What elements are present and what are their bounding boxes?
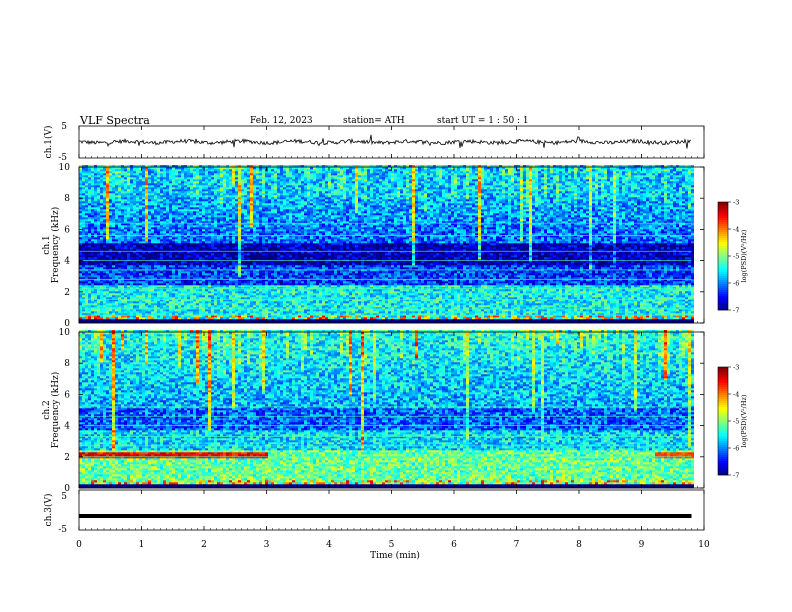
ytick-label: 6: [64, 225, 70, 235]
ch3-ytick-top: 5: [61, 492, 67, 502]
colorbar-tick-label: -6: [733, 280, 739, 288]
colorbar-tick-label: -5: [733, 253, 739, 261]
ytick-label: 2: [64, 453, 70, 463]
xtick-label: 0: [76, 540, 82, 550]
ytick-label: 4: [64, 257, 70, 267]
colorbar-tick-label: -3: [733, 364, 739, 372]
ch3-frame: [79, 490, 704, 530]
xtick-label: 9: [639, 540, 645, 550]
figure-title: VLF Spectra: [79, 114, 150, 127]
ch1-panel: 5 -5 ch.1(V): [43, 122, 704, 163]
ch3-ytick-bottom: -5: [58, 525, 67, 535]
colorbar-tick-label: -7: [733, 472, 739, 480]
colorbar-label: log(PSD)(V²/Hz): [740, 394, 748, 447]
xtick-label: 6: [451, 540, 457, 550]
station-label: station= ATH: [343, 116, 405, 126]
colorbar-tick-label: -7: [733, 307, 739, 315]
colorbar-label: log(PSD)(V²/Hz): [740, 229, 748, 282]
ytick-label: 2: [64, 288, 70, 298]
xaxis-label: Time (min): [370, 550, 420, 561]
xtick-label: 10: [698, 540, 710, 550]
ch1-waveform-line: [79, 135, 691, 149]
xtick-label: 5: [389, 540, 395, 550]
ch1-colorbar: -3 -4 -5 -6 -7 log(PSD)(V²/Hz): [718, 199, 748, 315]
vlf-spectra-figure: VLF Spectra Feb. 12, 2023 station= ATH s…: [0, 0, 792, 612]
ytick-label: 10: [59, 328, 71, 338]
xtick-label: 8: [576, 540, 582, 550]
xtick-label: 2: [201, 540, 207, 550]
colorbar-tick-label: -4: [733, 391, 739, 399]
ytick-label: 8: [64, 194, 70, 204]
ytick-label: 6: [64, 390, 70, 400]
ch3-panel: 5 -5 ch.3(V): [43, 490, 704, 535]
ch2-spectrogram-image: [79, 330, 694, 488]
ch1-ytick-bottom: -5: [58, 153, 67, 163]
xtick-label: 7: [514, 540, 520, 550]
colorbar-tick-label: -6: [733, 445, 739, 453]
xtick-label: 4: [326, 540, 332, 550]
ch1-spectrogram-image: [79, 165, 694, 323]
ytick-label: 4: [64, 422, 70, 432]
colorbar-tick-label: -5: [733, 418, 739, 426]
xtick-label: 3: [264, 540, 270, 550]
ytick-label: 10: [59, 163, 71, 173]
ch1-spectrogram-ylabel-2: Frequency (kHz): [50, 207, 61, 284]
ytick-label: 8: [64, 359, 70, 369]
date-label: Feb. 12, 2023: [250, 116, 313, 126]
ch2-colorbar: -3 -4 -5 -6 -7 log(PSD)(V²/Hz): [718, 364, 748, 480]
colorbar-tick-label: -4: [733, 226, 739, 234]
colorbar-tick-label: -3: [733, 199, 739, 207]
ch1-ylabel: ch.1(V): [43, 126, 54, 159]
start-time-label: start UT = 1 : 50 : 1: [437, 116, 529, 126]
ch1-ytick-top: 5: [61, 122, 67, 132]
xtick-label: 1: [139, 540, 145, 550]
ch2-spectrogram-ylabel-2: Frequency (kHz): [50, 372, 61, 449]
ch3-ylabel: ch.3(V): [43, 494, 54, 527]
